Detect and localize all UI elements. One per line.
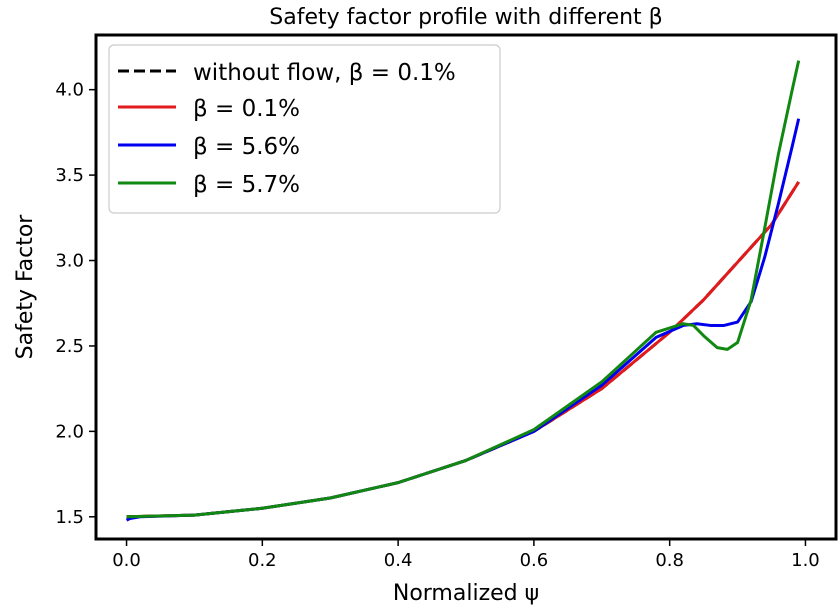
x-axis-label: Normalized ψ: [393, 581, 539, 606]
legend-label-3: β = 5.6%: [193, 134, 300, 160]
y-tick-label: 3.0: [55, 251, 84, 272]
y-tick-label: 3.5: [55, 165, 84, 186]
x-tick-label: 0.6: [520, 550, 549, 571]
series-lines: [125, 60, 801, 522]
x-tick-label: 0.8: [655, 550, 684, 571]
y-axis: 1.5 2.0 2.5 3.0 3.5 4.0: [55, 80, 96, 528]
y-tick-label: 4.0: [55, 80, 84, 101]
x-tick-label: 0.4: [384, 550, 413, 571]
x-tick-label: 0.0: [112, 550, 141, 571]
legend-label-1: without flow, β = 0.1%: [193, 60, 456, 86]
x-tick-label: 1.0: [791, 550, 820, 571]
x-tick-label: 0.2: [248, 550, 277, 571]
legend-label-4: β = 5.7%: [193, 172, 300, 198]
legend-label-2: β = 0.1%: [193, 96, 300, 122]
legend-box: [108, 44, 501, 214]
series-line-4: [126, 60, 801, 519]
legend: without flow, β = 0.1% β = 0.1% β = 5.6% β …: [108, 44, 501, 214]
y-tick-label: 2.5: [55, 336, 84, 357]
y-tick-label: 2.0: [55, 421, 84, 442]
y-axis-label: Safety Factor: [13, 214, 38, 360]
x-axis: 0.0 0.2 0.4 0.6 0.8 1.0: [112, 539, 820, 571]
chart-title: Safety factor profile with different β: [269, 5, 662, 30]
y-tick-label: 1.5: [55, 507, 84, 528]
